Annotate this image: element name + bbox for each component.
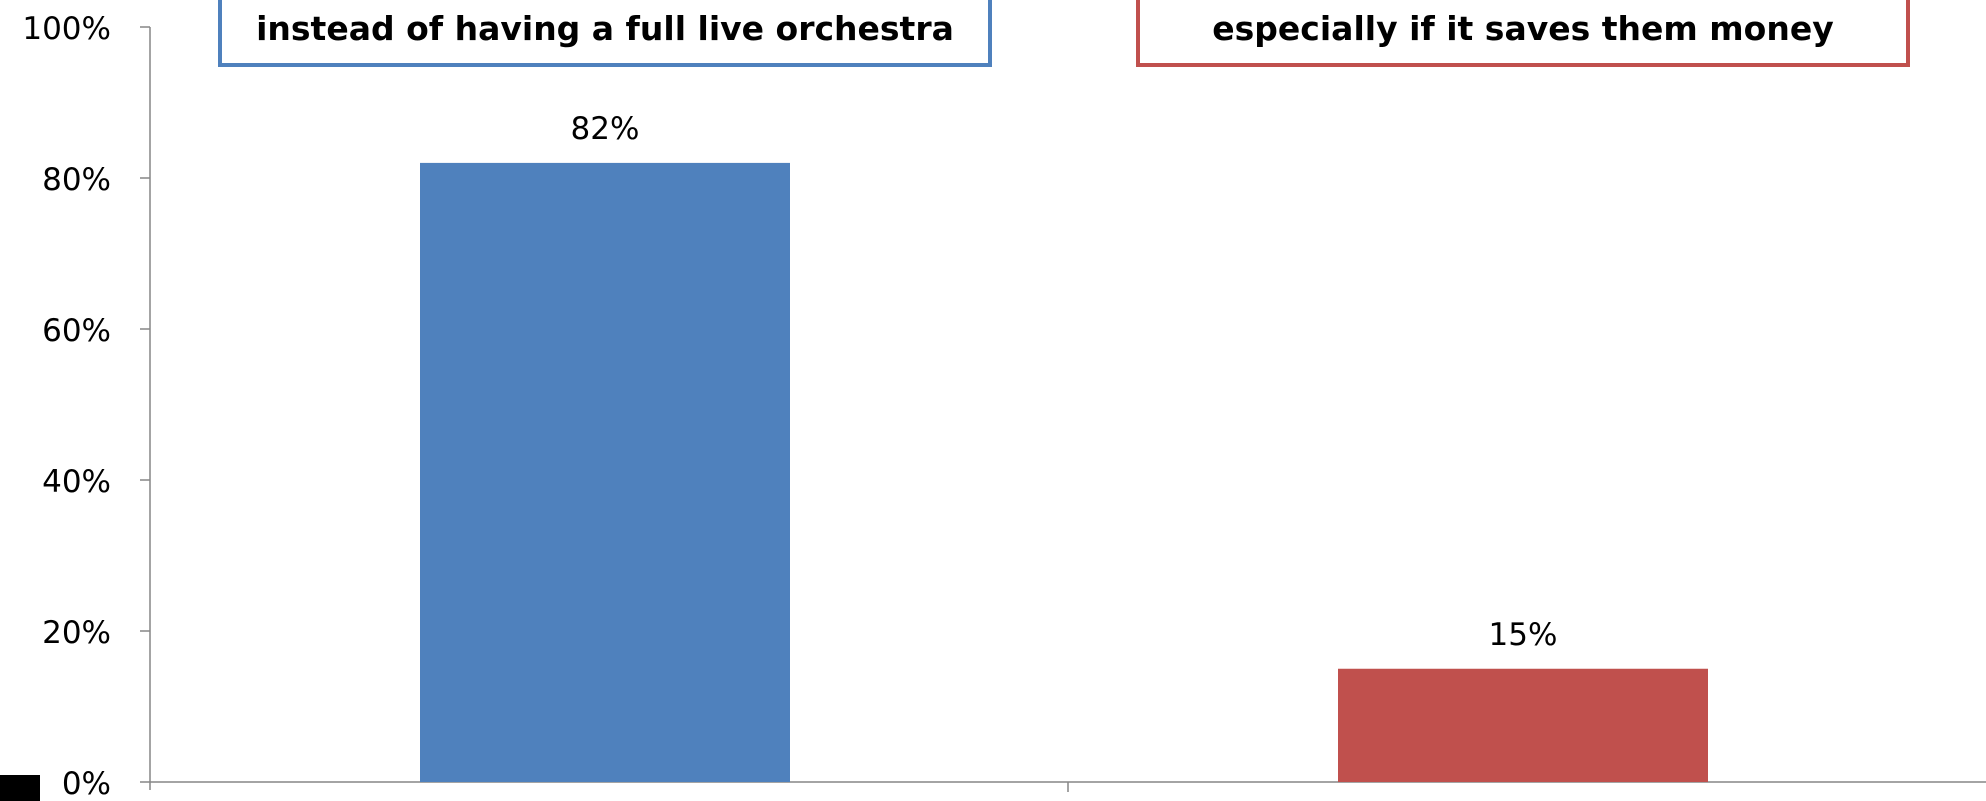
category-label-boxes: instead of having a full live orchestra e… xyxy=(218,0,1910,67)
category-label: instead of having a full live orchestra xyxy=(256,9,954,48)
data-label: 15% xyxy=(1489,617,1558,653)
y-tick-label: 80% xyxy=(42,162,111,198)
bar xyxy=(420,162,790,782)
corner-marker xyxy=(0,775,40,801)
y-tick-label: 60% xyxy=(42,313,111,349)
data-label: 82% xyxy=(571,111,640,147)
y-tick-label: 0% xyxy=(62,766,111,801)
category-label-box xyxy=(1136,0,1910,67)
bars xyxy=(420,162,1708,782)
data-labels: 82% 15% xyxy=(571,111,1558,653)
y-axis: 0% 20% 40% 60% 80% 100% xyxy=(22,11,151,801)
x-axis xyxy=(150,781,1986,792)
y-tick-label: 20% xyxy=(42,615,111,651)
y-tick-label: 40% xyxy=(42,464,111,500)
bar xyxy=(1338,668,1708,782)
category-label: especially if it saves them money xyxy=(1212,9,1833,48)
category-label-box xyxy=(218,0,992,67)
y-tick-label: 100% xyxy=(22,11,111,47)
